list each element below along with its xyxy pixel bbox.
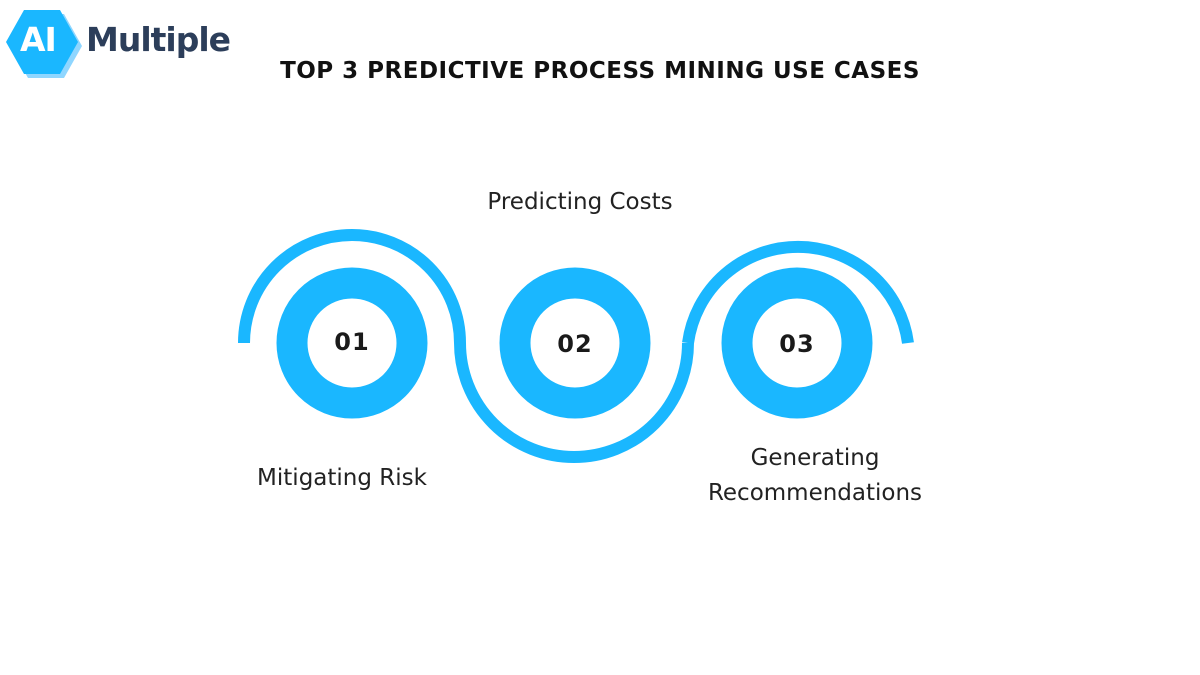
step-label-mitigating-risk: Mitigating Risk [257, 465, 427, 491]
arc-2 [454, 342, 694, 463]
aimultiple-logo: AI Multiple [6, 8, 231, 78]
hexagon-logo-icon [6, 10, 82, 78]
page-title: TOP 3 PREDICTIVE PROCESS MINING USE CASE… [280, 58, 920, 84]
step-label-predicting-costs: Predicting Costs [487, 189, 673, 215]
logo-name-text: Multiple [86, 20, 231, 59]
step-label-recommendations: Recommendations [707, 480, 923, 506]
ring-02 [499, 267, 651, 419]
ring-03 [721, 267, 873, 419]
logo-ai-text: AI [20, 20, 57, 59]
step-number-03: 03 [779, 330, 815, 358]
arc-1 [238, 229, 466, 344]
step-label-generating: Generating [750, 445, 880, 471]
step-number-01: 01 [334, 328, 370, 356]
ring-01 [276, 267, 428, 419]
step-number-02: 02 [557, 330, 593, 358]
arc-3 [682, 240, 914, 344]
